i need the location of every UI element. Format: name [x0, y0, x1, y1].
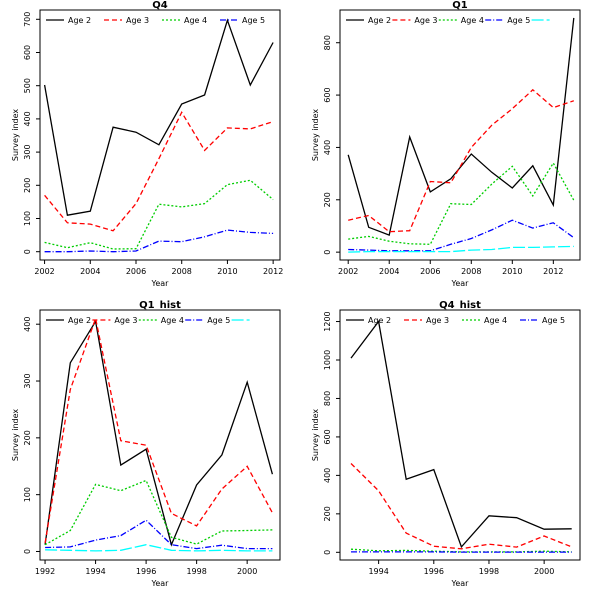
y-tick-label: 600	[323, 87, 332, 102]
series-line-2	[44, 316, 273, 544]
x-tick-label: 2012	[263, 267, 283, 276]
series-line-2	[350, 463, 572, 550]
y-tick-label: 400	[23, 111, 32, 126]
x-tick-label: 2006	[126, 267, 146, 276]
x-tick-label: 1992	[35, 567, 55, 576]
y-tick-label: 400	[323, 468, 332, 483]
series-line-3	[44, 179, 274, 250]
x-tick-label: 2002	[34, 267, 54, 276]
series-line-5	[348, 245, 574, 253]
x-tick-label: 2004	[80, 267, 100, 276]
y-tick-label: 800	[323, 35, 332, 50]
x-axis-label: Year	[151, 579, 170, 588]
series-line-4	[348, 219, 575, 252]
legend-label: Age 3	[114, 316, 137, 325]
y-tick-label: 300	[23, 373, 32, 388]
legend-label: Age 2	[368, 316, 391, 325]
y-tick-label: 100	[23, 211, 32, 226]
y-tick-label: 0	[23, 549, 32, 554]
x-tick-label: 2010	[217, 267, 237, 276]
x-tick-label: 1994	[85, 567, 105, 576]
panel-title: Q4	[152, 0, 168, 11]
x-tick-label: 2000	[534, 567, 554, 576]
plot-frame	[39, 9, 281, 261]
y-axis-label: Survey index	[11, 409, 20, 462]
y-tick-label: 1200	[323, 311, 332, 331]
y-tick-label: 500	[23, 78, 32, 93]
series-line-1	[347, 17, 575, 236]
plot-frame	[39, 309, 281, 561]
y-tick-label: 100	[23, 487, 32, 502]
series-line-2	[44, 110, 274, 232]
series-line-1	[350, 319, 572, 549]
series-line-1	[44, 319, 274, 547]
legend-label: Age 4	[461, 16, 484, 25]
legend-label: Age 4	[484, 316, 507, 325]
legend-label: Age 5	[207, 316, 230, 325]
y-tick-label: 800	[323, 391, 332, 406]
legend-label: Age 4	[161, 316, 184, 325]
x-tick-label: 2012	[543, 267, 563, 276]
legend-label: Age 2	[68, 16, 91, 25]
chart-panel-4: Q4_hist 1994 1996 1998 2000 0 200 400 600 800 1000…	[311, 300, 581, 588]
legend-label: Age 3	[414, 16, 437, 25]
x-tick-label: 2006	[420, 267, 440, 276]
series-line-3	[350, 548, 572, 553]
x-tick-label: 2002	[338, 267, 358, 276]
x-tick-label: 1994	[368, 567, 388, 576]
x-tick-label: 2008	[172, 267, 192, 276]
x-axis-label: Year	[451, 279, 470, 288]
x-tick-label: 2004	[379, 267, 399, 276]
y-tick-label: 0	[323, 250, 332, 255]
panel-title: Q4_hist	[439, 300, 481, 311]
y-tick-label: 200	[323, 506, 332, 521]
y-tick-label: 200	[323, 192, 332, 207]
chart-panel-1: Q4 2002 2004 2006 2008 2010 2012 0 100 200 300 400 5…	[11, 0, 283, 288]
plot-frame	[339, 9, 581, 261]
legend-label: Age 4	[184, 16, 207, 25]
y-tick-label: 600	[323, 429, 332, 444]
y-tick-label: 400	[323, 140, 332, 155]
y-tick-label: 700	[23, 12, 32, 27]
y-tick-label: 400	[23, 317, 32, 332]
series-line-4	[44, 229, 274, 253]
y-tick-label: 300	[23, 144, 32, 159]
x-tick-label: 2008	[461, 267, 481, 276]
series-line-2	[348, 88, 575, 233]
y-tick-label: 0	[323, 550, 332, 555]
panel-title: Q1_hist	[139, 300, 181, 311]
series-line-5	[45, 544, 273, 552]
legend-label: Age 3	[426, 316, 449, 325]
panel-title: Q1	[452, 0, 468, 11]
y-tick-label: 600	[23, 45, 32, 60]
x-tick-label: 1996	[424, 567, 444, 576]
y-axis-label: Survey index	[11, 109, 20, 162]
x-tick-label: 1998	[186, 567, 206, 576]
legend-label: Age 5	[242, 16, 265, 25]
y-tick-label: 1000	[323, 350, 332, 370]
legend-label: Age 3	[126, 16, 149, 25]
legend-label: Age 2	[368, 16, 391, 25]
legend-label: Age 2	[68, 316, 91, 325]
chart-panel-2: Q1 2002 2004 2006 2008 2010 2012 0 200 400 600 800 Y…	[311, 0, 581, 288]
x-tick-label: 1998	[479, 567, 499, 576]
y-tick-label: 0	[23, 249, 32, 254]
legend-label: Age 5	[507, 16, 530, 25]
x-tick-label: 2000	[237, 567, 257, 576]
x-tick-label: 1996	[136, 567, 156, 576]
x-axis-label: Year	[451, 579, 470, 588]
y-tick-label: 200	[23, 430, 32, 445]
series-line-4	[45, 519, 273, 550]
y-axis-label: Survey index	[311, 409, 320, 462]
legend-label: Age 5	[542, 316, 565, 325]
series-line-1	[43, 18, 274, 216]
x-tick-label: 2010	[502, 267, 522, 276]
chart-panel-3: Q1_hist 1992 1994 1996 1998 2000 0 100 200 300 400…	[11, 300, 281, 588]
x-axis-label: Year	[151, 279, 170, 288]
series-line-3	[44, 479, 273, 546]
y-axis-label: Survey index	[311, 109, 320, 162]
plot-frame	[339, 309, 581, 561]
y-tick-label: 200	[23, 178, 32, 193]
